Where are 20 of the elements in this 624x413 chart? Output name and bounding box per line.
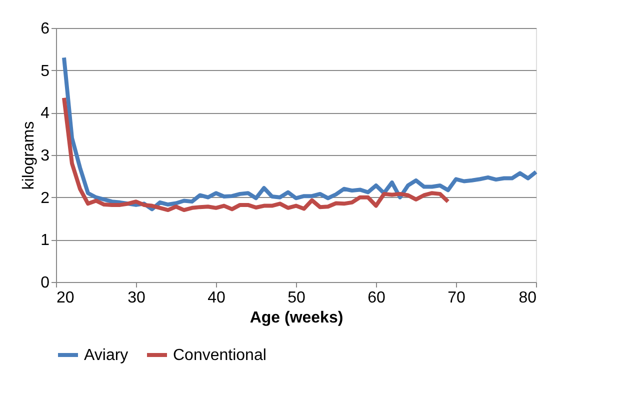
y-tick-label: 4 xyxy=(40,105,50,122)
line-series xyxy=(62,56,538,212)
legend-label: Conventional xyxy=(173,347,266,364)
legend-label: Aviary xyxy=(84,347,128,364)
x-tick-label: 80 xyxy=(518,290,537,306)
y-tick-label: 0 xyxy=(40,274,50,292)
line-series xyxy=(62,96,450,212)
x-tick-label: 30 xyxy=(128,290,146,306)
x-tick-label: 20 xyxy=(56,290,74,306)
y-tick-label: 2 xyxy=(40,190,50,207)
y-axis-title: kilograms xyxy=(20,121,38,190)
y-tick-label: 3 xyxy=(40,148,50,164)
x-tick-label: 40 xyxy=(208,290,226,306)
x-tick-label: 70 xyxy=(448,290,466,306)
y-tick-label: 5 xyxy=(40,62,50,80)
y-tick-label: 1 xyxy=(40,232,50,250)
y-tick-label: 6 xyxy=(40,20,50,38)
x-tick-label: 50 xyxy=(288,290,306,306)
x-tick-label: 60 xyxy=(368,290,386,306)
x-axis-title: Age (weeks) xyxy=(250,310,344,326)
